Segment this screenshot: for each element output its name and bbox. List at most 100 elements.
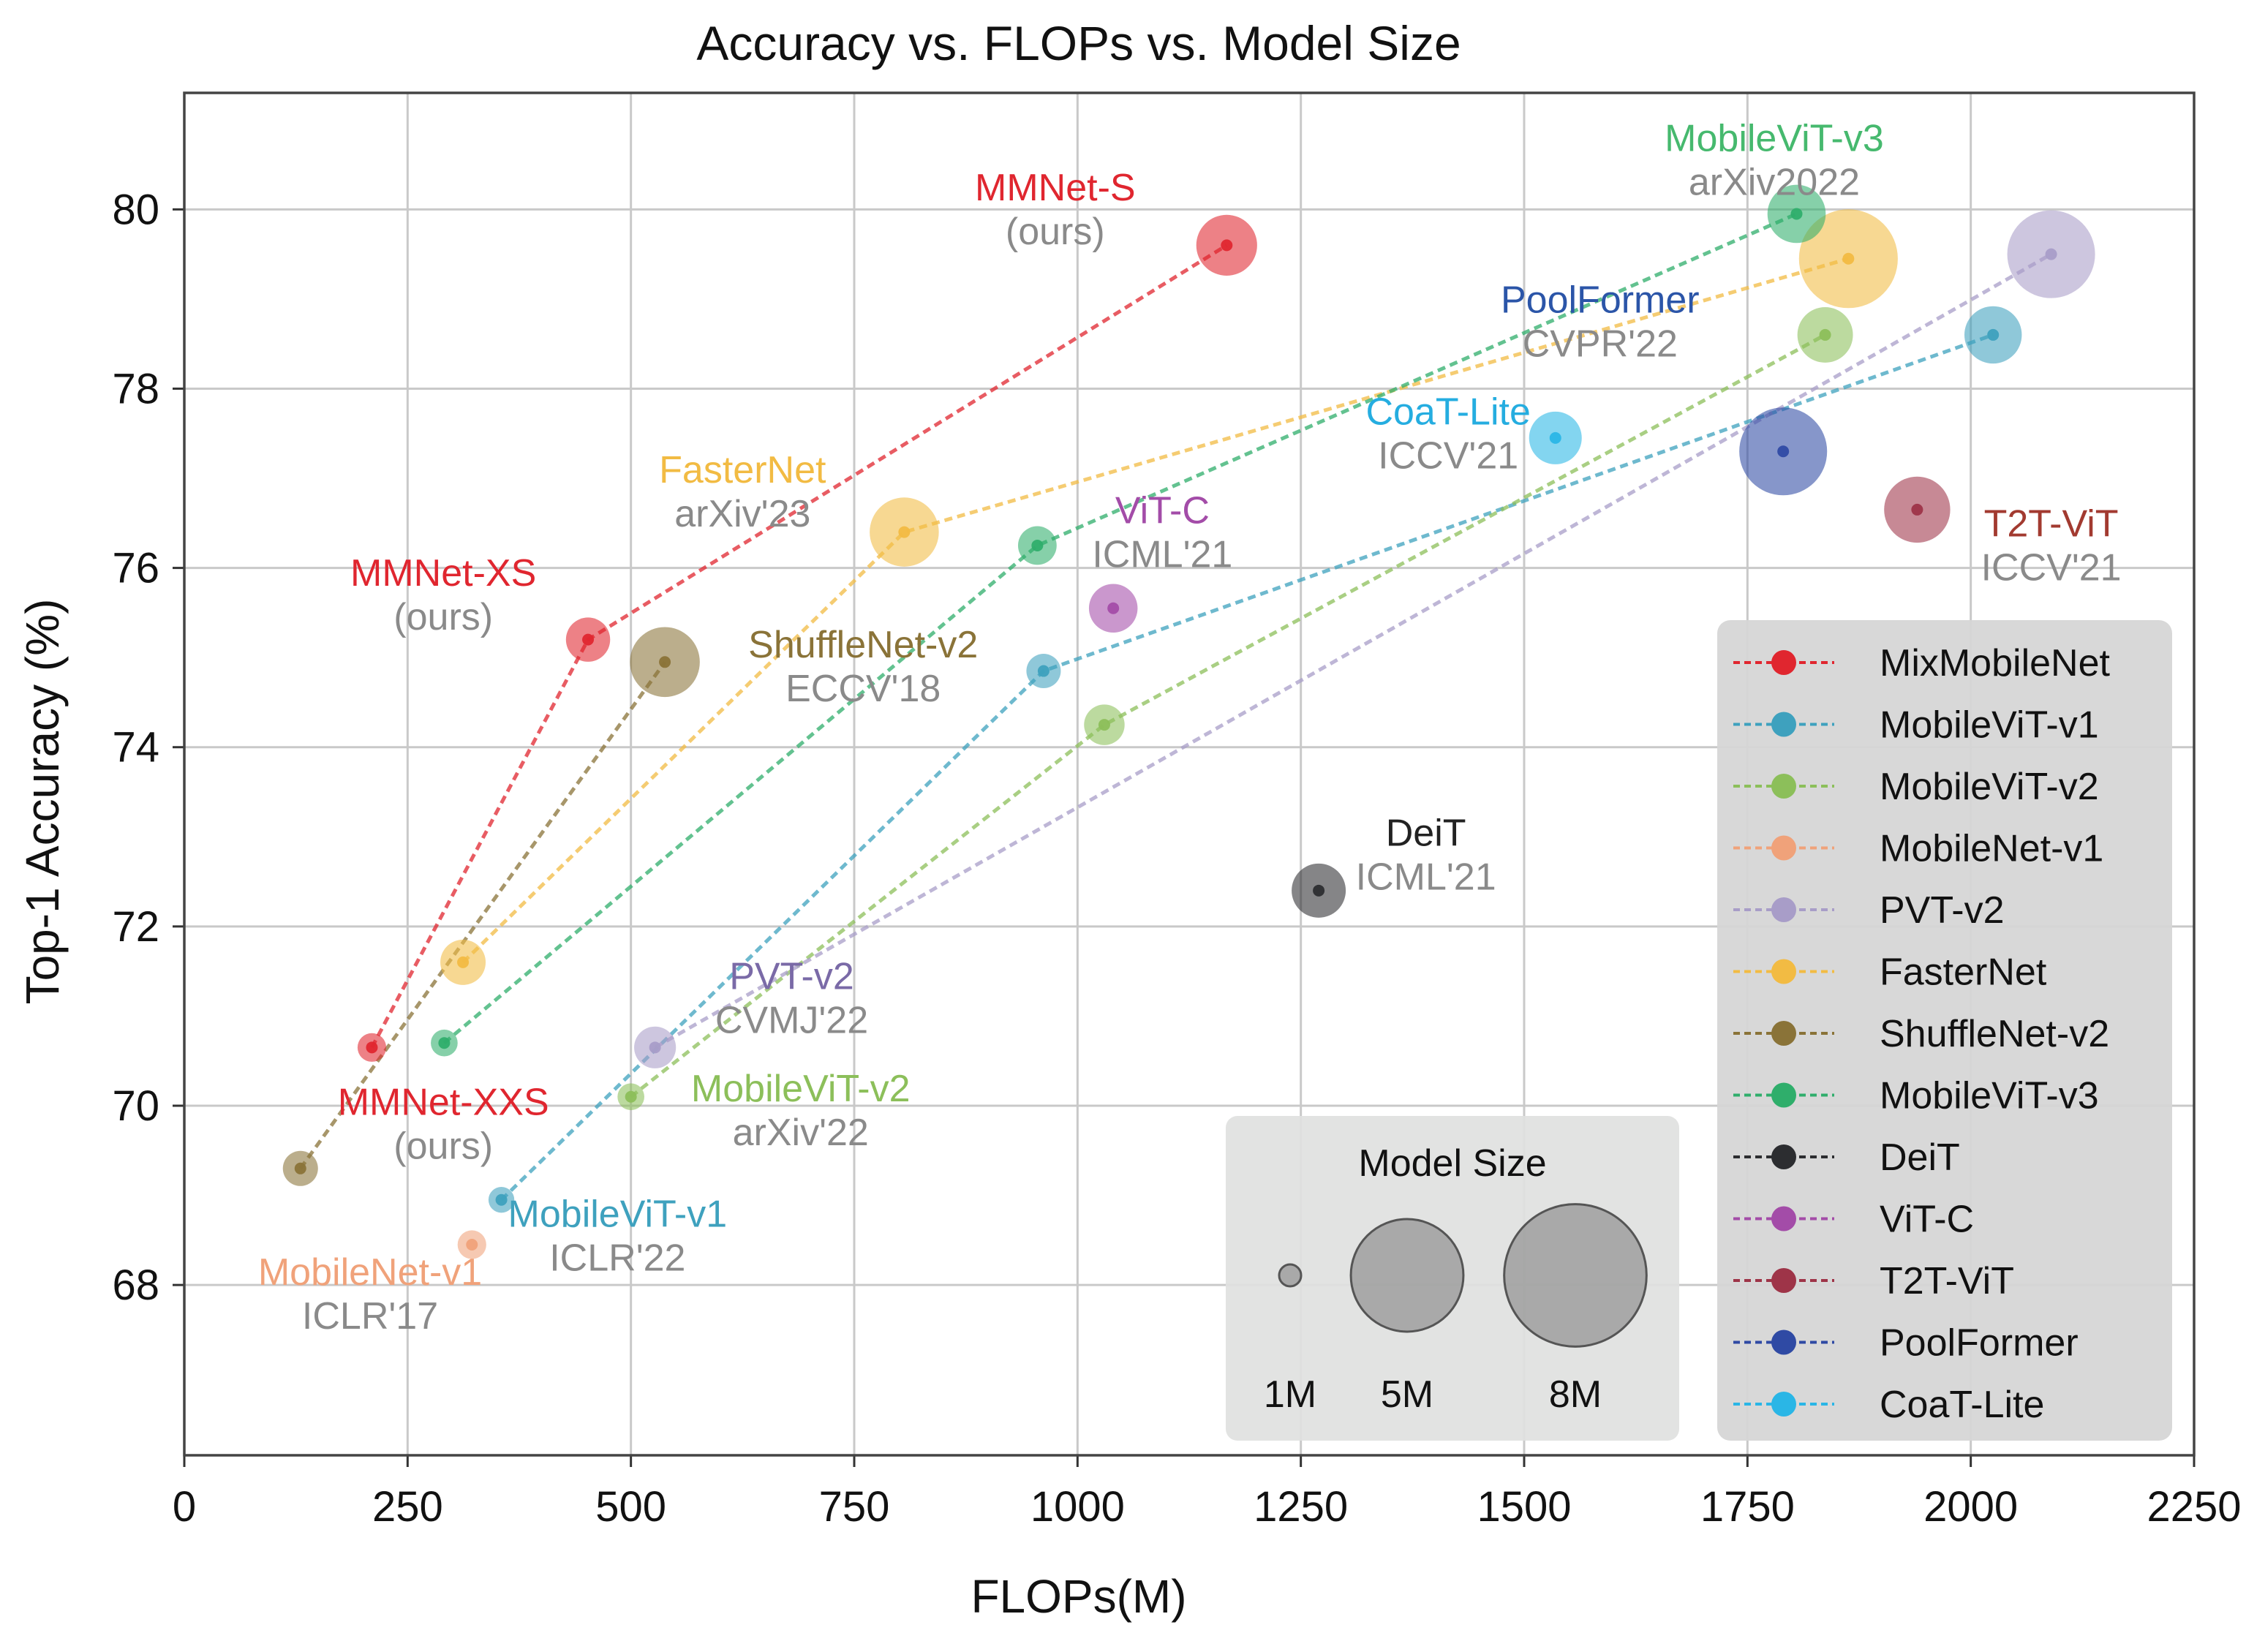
x-tick-label: 0 [173,1483,196,1531]
annotation-name: MobileViT-v1 [508,1193,728,1235]
series-line-pvt-v2 [654,252,2052,1049]
x-tick-label: 250 [372,1483,443,1531]
point-mobilevit-v3 [438,1037,451,1049]
series-line-shufflenet-v2 [298,660,667,1170]
x-tick-label: 1250 [1254,1483,1348,1531]
size-legend: Model Size 1M 5M 8M [1226,1116,1679,1441]
point-vit-c [1107,602,1120,614]
point-mixmobilenet [1221,239,1233,252]
y-tick-label: 68 [112,1261,159,1309]
point-mobilevit-v1 [1987,328,2000,341]
legend-label: PoolFormer [1880,1322,2079,1365]
legend-label: ShuffleNet-v2 [1880,1013,2109,1055]
point-mobilevit-v2 [1098,719,1110,731]
series-line-fasternet [461,257,1849,964]
legend-label: MobileNet-v1 [1880,828,2103,870]
annotation-venue: ICML'21 [1356,856,1496,899]
legend-marker [1771,774,1796,799]
x-tick-label: 1750 [1700,1483,1795,1531]
legend-label: MobileViT-v1 [1880,704,2099,747]
y-axis-label: Top-1 Accuracy (%) [16,599,69,1005]
x-axis-label: FLOPs(M) [971,1570,1186,1623]
y-tick-label: 80 [112,186,159,233]
annotation-name: T2T-ViT [1984,503,2119,546]
legend-label: CoaT-Lite [1880,1384,2044,1426]
legend-label: MixMobileNet [1880,642,2111,684]
annotation-name: DeiT [1386,812,1466,855]
annotation-name: PoolFormer [1501,279,1700,321]
size-legend-bubble [1503,1203,1648,1348]
y-tick-label: 70 [112,1082,159,1130]
legend-box [1717,620,2172,1441]
point-shufflenet-v2 [294,1162,306,1174]
point-deit [1313,884,1325,897]
legend-marker [1771,1392,1796,1417]
x-tick-label: 2000 [1923,1483,2018,1531]
annotation-venue: ICLR'22 [549,1237,685,1279]
size-legend-title: Model Size [1358,1142,1546,1185]
legend-marker [1771,712,1796,737]
axes: 0 250 500 750 1000 1250 1500 1750 2000 2250 68 70 72… [112,91,2242,1531]
point-mobilevit-v2 [625,1090,637,1103]
size-legend-bubble [1349,1218,1465,1333]
size-legend-bubble [1278,1263,1303,1288]
size-legend-label: 1M [1264,1373,1316,1416]
legend: MixMobileNet MobileViT-v1 MobileViT-v2 Mobi… [1717,620,2172,1441]
legend-marker [1771,1021,1796,1046]
plot-frame [183,91,2196,1457]
chart-title: Accuracy vs. FLOPs vs. Model Size [696,16,1461,70]
annotation-venue: (ours) [1006,211,1105,253]
point-shufflenet-v2 [659,656,671,668]
annotation-name: MMNet-XXS [338,1081,549,1123]
annotation-name: MMNet-XS [350,552,536,595]
annotations: MMNet-S(ours)MMNet-XS(ours)MMNet-XXS(our… [258,118,2122,1338]
legend-label: T2T-ViT [1880,1260,2014,1302]
annotation-name: PVT-v2 [729,956,854,998]
point-fasternet [898,526,911,538]
legend-label: DeiT [1880,1136,1960,1179]
x-tick-label: 750 [819,1483,890,1531]
annotation-name: MMNet-S [975,167,1136,209]
point-pvt-v2 [649,1041,661,1054]
x-tick-label: 2250 [2147,1483,2241,1531]
series-line-mobilevit-v3 [442,212,1798,1045]
point-pvt-v2 [2045,248,2057,260]
x-tick-label: 500 [595,1483,666,1531]
legend-label: MobileViT-v2 [1880,766,2099,808]
point-poolformer [1777,445,1790,458]
series-line-mobilevit-v2 [630,333,1826,1098]
point-mixmobilenet [582,633,595,646]
x-tick-label: 1000 [1030,1483,1125,1531]
x-tick-label: 1500 [1477,1483,1571,1531]
y-tick-label: 74 [112,724,159,772]
legend-marker [1771,897,1796,922]
annotation-name: ViT-C [1115,489,1210,532]
legend-marker [1771,1268,1796,1293]
legend-label: PVT-v2 [1880,889,2005,932]
annotation-venue: (ours) [393,596,493,638]
legend-marker [1771,1329,1796,1355]
annotation-name: CoaT-Lite [1365,391,1530,433]
annotation-venue: CVPR'22 [1523,323,1678,365]
point-fasternet [457,956,470,968]
point-coat-lite [1549,431,1561,444]
legend-label: FasterNet [1880,951,2047,994]
annotation-name: MobileViT-v2 [691,1068,911,1110]
legend-label: ViT-C [1880,1199,1974,1241]
point-fasternet [1842,252,1855,265]
annotation-venue: (ours) [393,1125,493,1167]
legend-marker [1771,1082,1796,1108]
point-mobilevit-v3 [1790,208,1803,220]
annotation-name: MobileViT-v3 [1665,118,1884,160]
size-legend-label: 5M [1381,1373,1433,1416]
legend-marker [1771,1206,1796,1232]
annotation-venue: ECCV'18 [785,668,941,710]
annotation-venue: arXiv'22 [733,1112,869,1154]
point-mobilenet-v1 [466,1238,478,1251]
annotation-venue: arXiv'23 [674,493,810,535]
point-mobilevit-v1 [495,1193,508,1206]
annotation-venue: ICLR'17 [302,1295,438,1338]
legend-label: MobileViT-v3 [1880,1075,2099,1117]
size-legend-label: 8M [1549,1373,1602,1416]
